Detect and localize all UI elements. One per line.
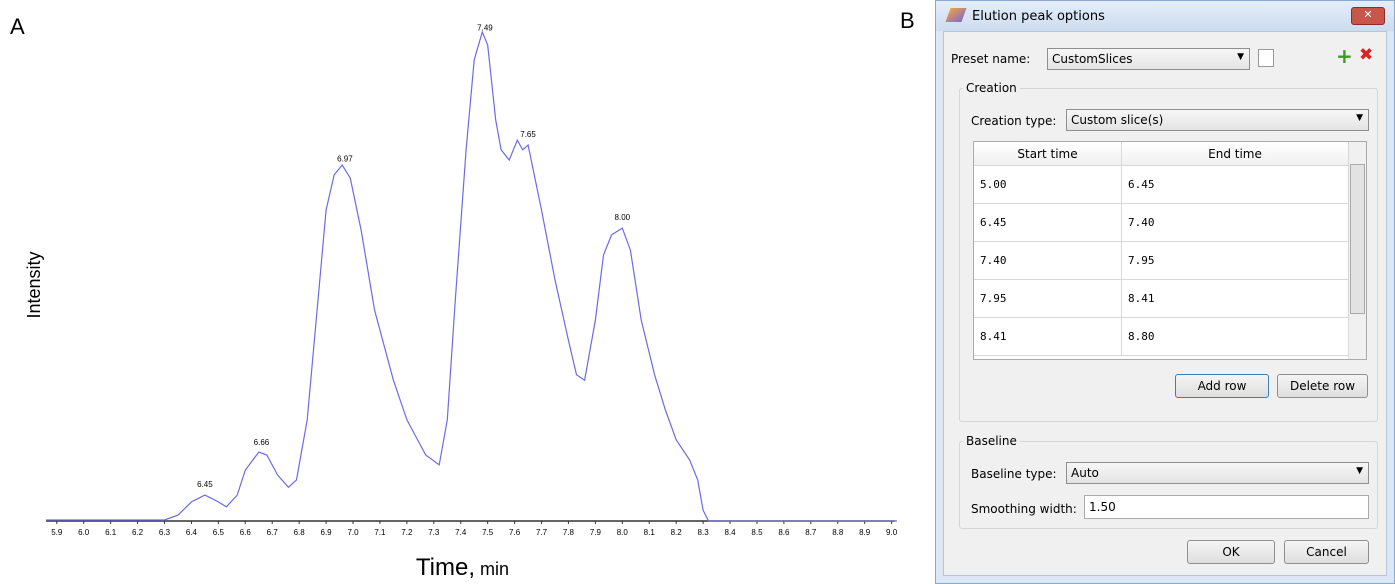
peak-label: 6.45 bbox=[197, 480, 213, 489]
title-bar: Elution peak options ✕ bbox=[936, 1, 1394, 31]
x-tick-label: 6.7 bbox=[267, 528, 279, 537]
baseline-group-label: Baseline bbox=[963, 434, 1020, 448]
table-cell: 8.80 bbox=[1122, 318, 1349, 356]
x-tick-label: 6.1 bbox=[105, 528, 117, 537]
panel-label: B bbox=[900, 8, 915, 34]
dialog-body: Preset name: CustomSlices + ✖ Creation C… bbox=[943, 31, 1387, 576]
preset-combo[interactable]: CustomSlices bbox=[1047, 48, 1250, 70]
chart: A Intensity Time, min 5.9 6.0 6.1 6.2 6.3 6.4… bbox=[0, 0, 930, 584]
scrollbar[interactable] bbox=[1348, 142, 1366, 359]
x-tick-label: 7.9 bbox=[590, 528, 602, 537]
table-cell: 7.40 bbox=[974, 242, 1122, 280]
x-tick-label: 7.5 bbox=[482, 528, 494, 537]
edit-icon[interactable] bbox=[1258, 49, 1274, 67]
table-cell: 6.45 bbox=[974, 204, 1122, 242]
x-tick-label: 7.0 bbox=[347, 528, 359, 537]
column-header: Start time bbox=[974, 142, 1122, 166]
ok-button[interactable]: OK bbox=[1187, 540, 1275, 564]
delete-row-button[interactable]: Delete row bbox=[1277, 374, 1368, 398]
x-tick-label: 7.1 bbox=[374, 528, 386, 537]
dialog-title: Elution peak options bbox=[972, 9, 1105, 24]
x-tick-label: 7.3 bbox=[428, 528, 440, 537]
x-tick-label: 6.6 bbox=[240, 528, 252, 537]
baseline-type-combo[interactable]: Auto bbox=[1066, 462, 1369, 484]
cancel-button[interactable]: Cancel bbox=[1284, 540, 1369, 564]
x-tick-label: 8.6 bbox=[778, 528, 790, 537]
table-cell: 5.00 bbox=[974, 166, 1122, 204]
baseline-type-label: Baseline type: bbox=[971, 467, 1057, 481]
x-tick-label: 6.9 bbox=[321, 528, 333, 537]
x-tick-label: 6.4 bbox=[186, 528, 198, 537]
x-tick-label: 7.7 bbox=[536, 528, 548, 537]
x-tick-label: 6.0 bbox=[78, 528, 90, 537]
close-button[interactable]: ✕ bbox=[1351, 7, 1385, 25]
table-cell: 7.95 bbox=[1122, 242, 1349, 280]
table-cell: 8.41 bbox=[974, 318, 1122, 356]
app-icon bbox=[945, 8, 966, 22]
x-tick-label: 8.9 bbox=[859, 528, 871, 537]
x-tick-label: 6.3 bbox=[159, 528, 171, 537]
x-tick-label: 6.8 bbox=[294, 528, 306, 537]
table-cell: 7.40 bbox=[1122, 204, 1349, 242]
x-tick-label: 8.2 bbox=[671, 528, 683, 537]
add-preset-icon[interactable]: + bbox=[1336, 44, 1353, 68]
x-tick-label: 8.5 bbox=[751, 528, 763, 537]
scrollbar-thumb[interactable] bbox=[1350, 164, 1365, 314]
smoothing-label: Smoothing width: bbox=[971, 502, 1077, 516]
column-header: End time bbox=[1122, 142, 1349, 166]
x-tick-label: 8.3 bbox=[698, 528, 710, 537]
x-tick-label: 5.9 bbox=[51, 528, 63, 537]
x-tick-label: 8.7 bbox=[805, 528, 817, 537]
x-tick-label: 6.2 bbox=[132, 528, 144, 537]
x-tick-label: 8.8 bbox=[832, 528, 844, 537]
peak-label: 7.49 bbox=[477, 24, 493, 33]
x-tick-label: 7.8 bbox=[563, 528, 575, 537]
add-row-button[interactable]: Add row bbox=[1175, 374, 1269, 398]
peak-label: 8.00 bbox=[615, 213, 631, 222]
x-tick-label: 7.4 bbox=[455, 528, 467, 537]
x-tick-label: 8.1 bbox=[644, 528, 656, 537]
peak-label: 7.65 bbox=[520, 130, 536, 139]
x-tick-label: 9.0 bbox=[886, 528, 898, 537]
creation-type-label: Creation type: bbox=[971, 114, 1056, 128]
preset-label: Preset name: bbox=[951, 52, 1030, 66]
dialog: Elution peak options ✕ Preset name: Cust… bbox=[935, 0, 1395, 584]
x-tick-label: 7.6 bbox=[509, 528, 521, 537]
x-tick-label: 8.0 bbox=[617, 528, 629, 537]
x-axis-label: Time, bbox=[416, 554, 475, 581]
x-tick-label: 8.4 bbox=[724, 528, 736, 537]
table-cell: 8.41 bbox=[1122, 280, 1349, 318]
creation-type-combo[interactable]: Custom slice(s) bbox=[1066, 109, 1369, 131]
peak-label: 6.66 bbox=[254, 438, 270, 447]
x-tick-label: 6.5 bbox=[213, 528, 225, 537]
table-cell: 7.95 bbox=[974, 280, 1122, 318]
creation-group-label: Creation bbox=[963, 81, 1020, 95]
page: A Intensity Time, min 5.9 6.0 6.1 6.2 6.3 6.4… bbox=[0, 0, 1395, 584]
panel-label: A bbox=[10, 14, 25, 39]
smoothing-input[interactable]: 1.50 bbox=[1084, 495, 1369, 519]
peak-label: 6.97 bbox=[337, 154, 353, 163]
x-axis-unit: min bbox=[480, 559, 509, 579]
table-cell: 6.45 bbox=[1122, 166, 1349, 204]
delete-preset-icon[interactable]: ✖ bbox=[1359, 45, 1373, 65]
x-tick-label: 7.2 bbox=[401, 528, 413, 537]
intensity-line bbox=[46, 32, 897, 521]
y-axis-label: Intensity bbox=[24, 251, 44, 318]
